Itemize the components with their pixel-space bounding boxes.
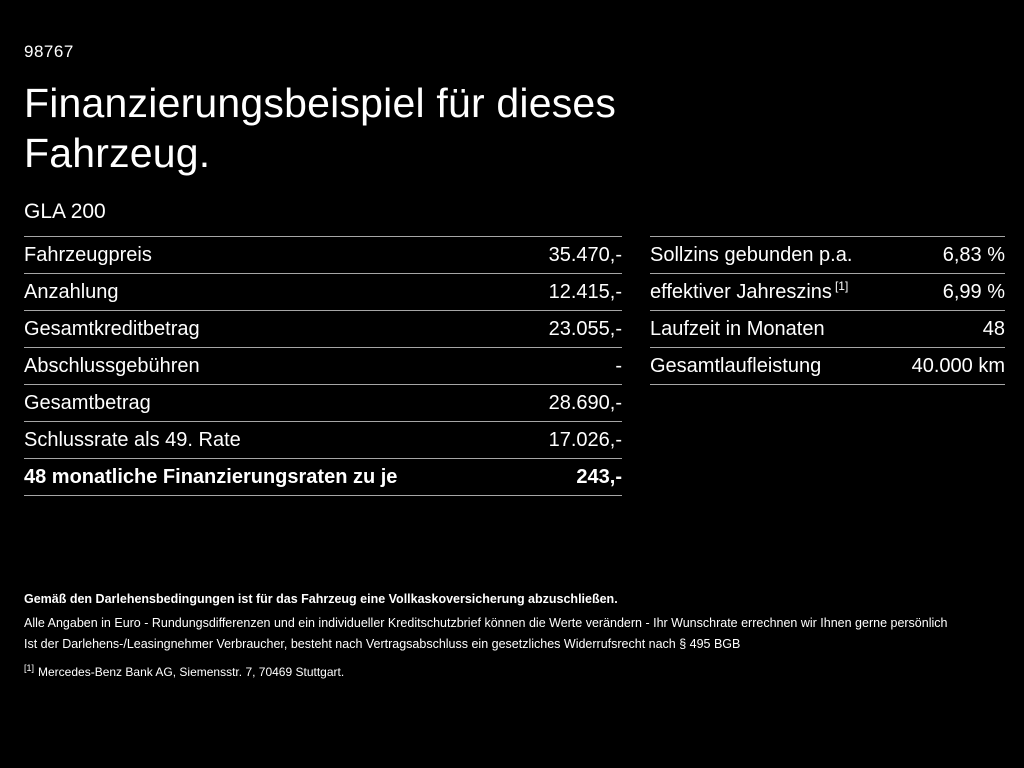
table-row: Abschlussgebühren -: [24, 347, 622, 384]
table-row: Schlussrate als 49. Rate 17.026,-: [24, 421, 622, 458]
row-value: 48: [982, 317, 1005, 340]
footnotes-section: Gemäß den Darlehensbedingungen ist für d…: [24, 592, 1000, 686]
row-value: 23.055,-: [548, 317, 622, 340]
row-label: Laufzeit in Monaten: [650, 317, 825, 340]
row-label: Schlussrate als 49. Rate: [24, 428, 241, 451]
row-label: Sollzins gebunden p.a.: [650, 243, 853, 266]
row-value: 6,99 %: [942, 280, 1005, 303]
row-value: 35.470,-: [548, 243, 622, 266]
row-label: 48 monatliche Finanzierungsraten zu je: [24, 465, 398, 488]
table-row: Fahrzeugpreis 35.470,-: [24, 236, 622, 273]
row-label: Gesamtbetrag: [24, 391, 151, 414]
row-value: 28.690,-: [548, 391, 622, 414]
offer-reference-number: 98767: [24, 42, 74, 61]
row-value: -: [615, 354, 622, 377]
row-value: 17.026,-: [548, 428, 622, 451]
table-row: Gesamtbetrag 28.690,-: [24, 384, 622, 421]
row-value: 243,-: [576, 465, 622, 488]
row-label-text: effektiver Jahreszins: [650, 280, 832, 303]
footnote-line-2: Ist der Darlehens-/Leasingnehmer Verbrau…: [24, 637, 741, 651]
table-row: Laufzeit in Monaten 48: [650, 310, 1005, 347]
table-row: Sollzins gebunden p.a. 6,83 %: [650, 236, 1005, 273]
row-label: Fahrzeugpreis: [24, 243, 152, 266]
footnote-marker: [1]: [24, 663, 35, 673]
financing-conditions-table: Sollzins gebunden p.a. 6,83 % effektiver…: [650, 236, 1005, 386]
bank-footnote-text: Mercedes-Benz Bank AG, Siemensstr. 7, 70…: [38, 665, 345, 679]
footnote-line-1: Alle Angaben in Euro - Rundungsdifferenz…: [24, 616, 948, 630]
footnote-marker: [1]: [834, 278, 849, 293]
row-value: 12.415,-: [548, 280, 622, 303]
row-label: Anzahlung: [24, 280, 119, 303]
insurance-note: Gemäß den Darlehensbedingungen ist für d…: [24, 592, 618, 606]
table-row: Gesamtkreditbetrag 23.055,-: [24, 310, 622, 347]
row-value: 6,83 %: [942, 243, 1005, 266]
page-title: Finanzierungsbeispiel für dieses Fahrzeu…: [24, 80, 617, 177]
row-value: 40.000 km: [911, 354, 1005, 377]
table-row-monthly-rate: 48 monatliche Finanzierungsraten zu je 2…: [24, 458, 622, 497]
financing-amounts-table: Fahrzeugpreis 35.470,- Anzahlung 12.415,…: [24, 236, 622, 497]
vehicle-model: GLA 200: [24, 200, 106, 224]
table-row: Anzahlung 12.415,-: [24, 273, 622, 310]
row-label: Abschlussgebühren: [24, 354, 200, 377]
table-row: Gesamtlaufleistung 40.000 km: [650, 347, 1005, 386]
financing-tables: Fahrzeugpreis 35.470,- Anzahlung 12.415,…: [24, 236, 1005, 497]
row-label: Gesamtlaufleistung: [650, 354, 822, 377]
row-label: Gesamtkreditbetrag: [24, 317, 200, 340]
bank-footnote: [1] Mercedes-Benz Bank AG, Siemensstr. 7,…: [24, 663, 1000, 679]
table-row: effektiver Jahreszins [1] 6,99 %: [650, 273, 1005, 310]
row-label: effektiver Jahreszins [1]: [650, 278, 849, 304]
